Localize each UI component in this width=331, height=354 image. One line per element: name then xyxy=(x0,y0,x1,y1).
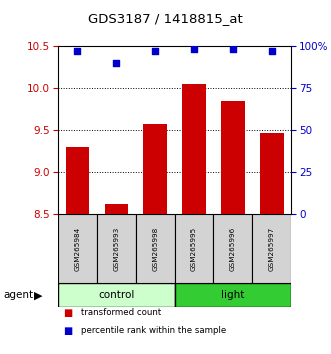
Point xyxy=(75,48,80,54)
Point xyxy=(230,46,236,52)
Text: GSM265996: GSM265996 xyxy=(230,227,236,271)
Bar xyxy=(182,84,206,214)
Bar xyxy=(260,133,283,214)
Bar xyxy=(66,147,89,214)
Bar xyxy=(105,204,128,214)
Text: percentile rank within the sample: percentile rank within the sample xyxy=(81,326,226,336)
Bar xyxy=(143,124,167,214)
Text: GSM265998: GSM265998 xyxy=(152,227,158,271)
Bar xyxy=(213,214,252,283)
Bar xyxy=(175,283,291,307)
Point xyxy=(114,60,119,66)
Text: light: light xyxy=(221,290,245,300)
Bar xyxy=(252,214,291,283)
Bar xyxy=(58,283,175,307)
Text: control: control xyxy=(98,290,134,300)
Text: ▶: ▶ xyxy=(34,290,42,300)
Text: GSM265997: GSM265997 xyxy=(269,227,275,271)
Text: GDS3187 / 1418815_at: GDS3187 / 1418815_at xyxy=(88,12,243,25)
Text: GSM265995: GSM265995 xyxy=(191,227,197,271)
Bar xyxy=(136,214,175,283)
Bar xyxy=(175,214,213,283)
Bar xyxy=(58,214,97,283)
Text: ■: ■ xyxy=(63,326,72,336)
Text: ■: ■ xyxy=(63,308,72,318)
Text: GSM265993: GSM265993 xyxy=(113,227,119,271)
Text: GSM265984: GSM265984 xyxy=(74,227,80,271)
Point xyxy=(153,48,158,54)
Point xyxy=(269,48,274,54)
Text: transformed count: transformed count xyxy=(81,308,161,317)
Text: agent: agent xyxy=(3,290,33,300)
Point xyxy=(191,46,197,52)
Bar xyxy=(97,214,136,283)
Bar xyxy=(221,101,245,214)
